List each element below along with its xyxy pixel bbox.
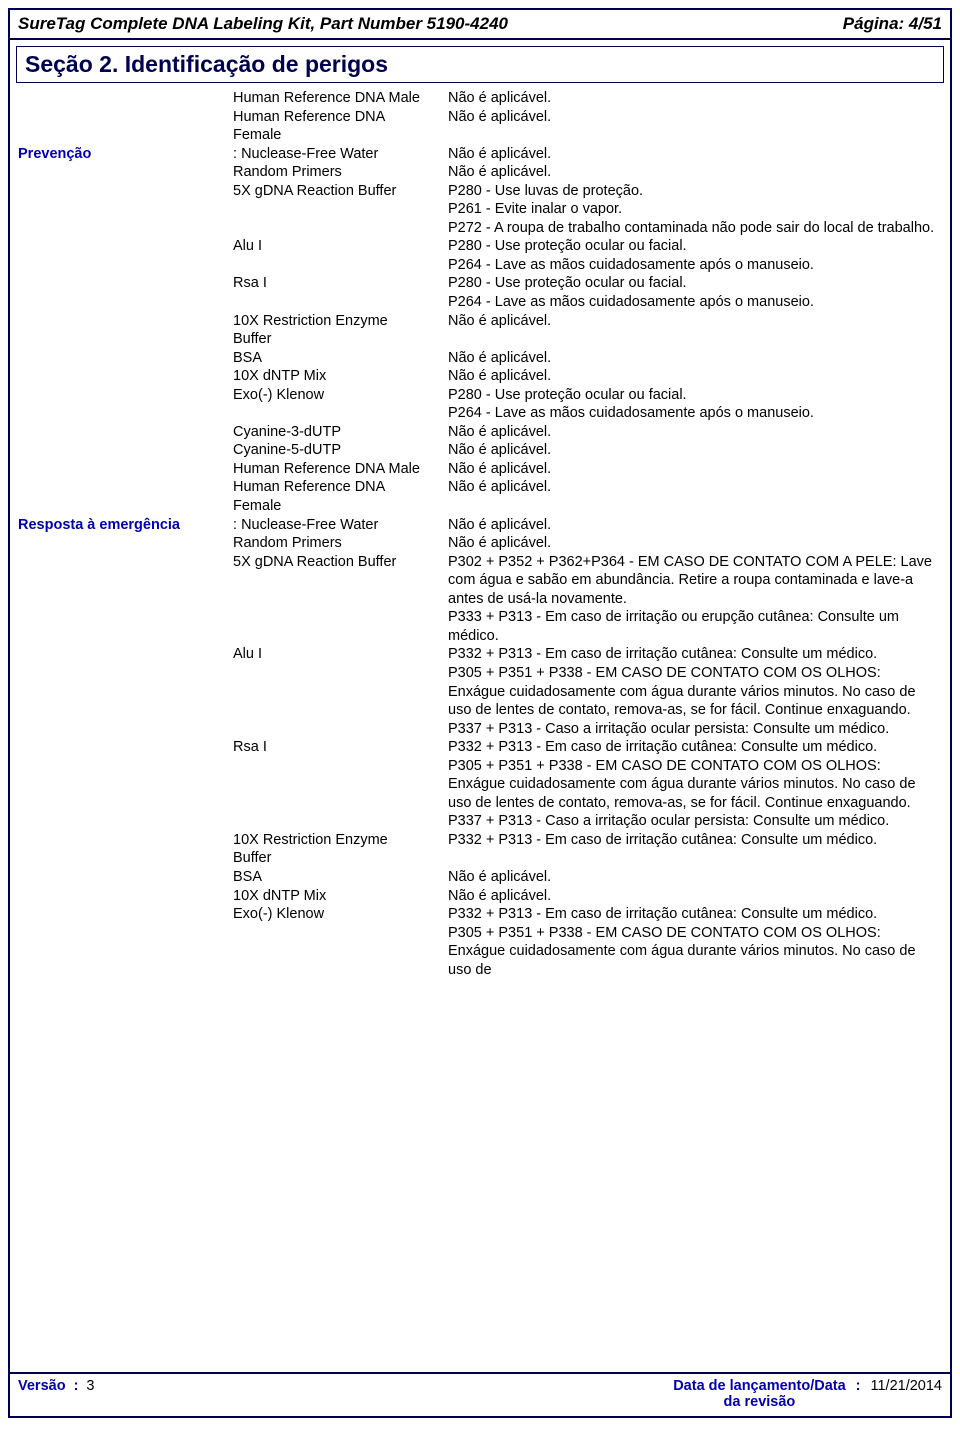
table-row: Random Primers Não é aplicável. bbox=[18, 534, 942, 553]
hazard-text: P280 - Use proteção ocular ou facial. P2… bbox=[448, 237, 942, 274]
colon-separator: : bbox=[74, 1378, 79, 1410]
table-row: Cyanine-5-dUTP Não é aplicável. bbox=[18, 441, 942, 460]
table-row: Exo(-) Klenow P332 + P313 - Em caso de i… bbox=[18, 905, 942, 979]
table-row: 10X Restriction Enzyme Buffer Não é apli… bbox=[18, 312, 942, 349]
reagent-name: Alu I bbox=[233, 237, 448, 274]
table-row: 5X gDNA Reaction Buffer P302 + P352 + P3… bbox=[18, 553, 942, 646]
hazard-text: Não é aplicável. bbox=[448, 478, 942, 515]
table-row: BSA Não é aplicável. bbox=[18, 868, 942, 887]
table-row: Alu I P332 + P313 - Em caso de irritação… bbox=[18, 645, 942, 738]
table-row: Alu I P280 - Use proteção ocular ou faci… bbox=[18, 237, 942, 274]
hazard-text: Não é aplicável. bbox=[448, 108, 942, 145]
reagent-name: Human Reference DNA Female bbox=[233, 108, 448, 145]
table-row: Cyanine-3-dUTP Não é aplicável. bbox=[18, 423, 942, 442]
reagent-name: Human Reference DNA Female bbox=[233, 478, 448, 515]
colon-separator: : bbox=[856, 1378, 861, 1394]
hazard-text: P332 + P313 - Em caso de irritação cutân… bbox=[448, 905, 942, 979]
reagent-name: Cyanine-5-dUTP bbox=[233, 441, 448, 460]
reagent-name: 10X Restriction Enzyme Buffer bbox=[233, 831, 448, 868]
header-title-left: SureTag Complete DNA Labeling Kit, Part … bbox=[18, 14, 508, 34]
hazard-text: Não é aplicável. bbox=[448, 441, 942, 460]
hazard-text: Não é aplicável. bbox=[448, 868, 942, 887]
table-row: Random Primers Não é aplicável. bbox=[18, 163, 942, 182]
table-row: Exo(-) Klenow P280 - Use proteção ocular… bbox=[18, 386, 942, 423]
label-prevention: Prevenção bbox=[18, 146, 91, 162]
hazard-text: Não é aplicável. bbox=[448, 516, 942, 535]
reagent-name: 5X gDNA Reaction Buffer bbox=[233, 553, 448, 646]
table-row: Resposta à emergência : Nuclease-Free Wa… bbox=[18, 516, 942, 535]
reagent-name: Rsa I bbox=[233, 274, 448, 311]
hazard-text: Não é aplicável. bbox=[448, 349, 942, 368]
reagent-name: 10X dNTP Mix bbox=[233, 887, 448, 906]
reagent-name: Exo(-) Klenow bbox=[233, 905, 448, 979]
table-row: Human Reference DNA Female Não é aplicáv… bbox=[18, 108, 942, 145]
reagent-name: 10X Restriction Enzyme Buffer bbox=[233, 312, 448, 349]
reagent-name: Nuclease-Free Water bbox=[241, 146, 378, 162]
table-row: 10X Restriction Enzyme Buffer P332 + P31… bbox=[18, 831, 942, 868]
reagent-name: Random Primers bbox=[233, 534, 448, 553]
page-header: SureTag Complete DNA Labeling Kit, Part … bbox=[10, 10, 950, 40]
hazard-text: Não é aplicável. bbox=[448, 423, 942, 442]
colon-separator: : bbox=[233, 517, 237, 533]
hazard-text: Não é aplicável. bbox=[448, 460, 942, 479]
colon-separator: : bbox=[233, 146, 237, 162]
table-row: 5X gDNA Reaction Buffer P280 - Use luvas… bbox=[18, 182, 942, 238]
reagent-name: Rsa I bbox=[233, 738, 448, 831]
hazard-text: P332 + P313 - Em caso de irritação cutân… bbox=[448, 831, 942, 868]
hazard-text: P302 + P352 + P362+P364 - EM CASO DE CON… bbox=[448, 553, 942, 646]
label-emergency: Resposta à emergência bbox=[18, 517, 180, 533]
version-label: Versão bbox=[18, 1378, 66, 1410]
table-row: Rsa I P332 + P313 - Em caso de irritação… bbox=[18, 738, 942, 831]
hazard-text: P280 - Use proteção ocular ou facial. P2… bbox=[448, 386, 942, 423]
version-value: 3 bbox=[86, 1378, 94, 1410]
table-row: Human Reference DNA Male Não é aplicável… bbox=[18, 460, 942, 479]
hazard-text: Não é aplicável. bbox=[448, 367, 942, 386]
table-row: Human Reference DNA Male Não é aplicável… bbox=[18, 89, 942, 108]
hazard-text: Não é aplicável. bbox=[448, 89, 942, 108]
reagent-name: BSA bbox=[233, 868, 448, 887]
hazard-text: Não é aplicável. bbox=[448, 145, 942, 164]
hazard-table: Human Reference DNA Male Não é aplicável… bbox=[18, 89, 942, 979]
reagent-name: Exo(-) Klenow bbox=[233, 386, 448, 423]
table-row: Rsa I P280 - Use proteção ocular ou faci… bbox=[18, 274, 942, 311]
reagent-name: Human Reference DNA Male bbox=[233, 460, 448, 479]
table-row: 10X dNTP Mix Não é aplicável. bbox=[18, 367, 942, 386]
reagent-name: 5X gDNA Reaction Buffer bbox=[233, 182, 448, 238]
page-footer: Versão : 3 Data de lançamento/Data da re… bbox=[10, 1372, 950, 1416]
content-area: Human Reference DNA Male Não é aplicável… bbox=[10, 89, 950, 1372]
hazard-text: P280 - Use luvas de proteção. P261 - Evi… bbox=[448, 182, 942, 238]
date-value: 11/21/2014 bbox=[871, 1378, 943, 1394]
hazard-text: Não é aplicável. bbox=[448, 163, 942, 182]
table-row: Prevenção : Nuclease-Free Water Não é ap… bbox=[18, 145, 942, 164]
reagent-name: Human Reference DNA Male bbox=[233, 89, 448, 108]
hazard-text: Não é aplicável. bbox=[448, 887, 942, 906]
reagent-name: Random Primers bbox=[233, 163, 448, 182]
hazard-text: Não é aplicável. bbox=[448, 312, 942, 349]
reagent-name: Alu I bbox=[233, 645, 448, 738]
header-page-number: Página: 4/51 bbox=[843, 14, 942, 34]
reagent-name: Cyanine-3-dUTP bbox=[233, 423, 448, 442]
date-label: Data de lançamento/Data da revisão bbox=[673, 1378, 845, 1410]
reagent-name: BSA bbox=[233, 349, 448, 368]
section-title: Seção 2. Identificação de perigos bbox=[16, 46, 944, 83]
page: SureTag Complete DNA Labeling Kit, Part … bbox=[8, 8, 952, 1418]
hazard-text: Não é aplicável. bbox=[448, 534, 942, 553]
hazard-text: P280 - Use proteção ocular ou facial. P2… bbox=[448, 274, 942, 311]
table-row: 10X dNTP Mix Não é aplicável. bbox=[18, 887, 942, 906]
reagent-name: 10X dNTP Mix bbox=[233, 367, 448, 386]
footer-version: Versão : 3 bbox=[18, 1378, 95, 1410]
hazard-text: P332 + P313 - Em caso de irritação cutân… bbox=[448, 738, 942, 831]
table-row: BSA Não é aplicável. bbox=[18, 349, 942, 368]
footer-date: Data de lançamento/Data da revisão : 11/… bbox=[673, 1378, 942, 1410]
table-row: Human Reference DNA Female Não é aplicáv… bbox=[18, 478, 942, 515]
hazard-text: P332 + P313 - Em caso de irritação cutân… bbox=[448, 645, 942, 738]
reagent-name: Nuclease-Free Water bbox=[241, 517, 378, 533]
